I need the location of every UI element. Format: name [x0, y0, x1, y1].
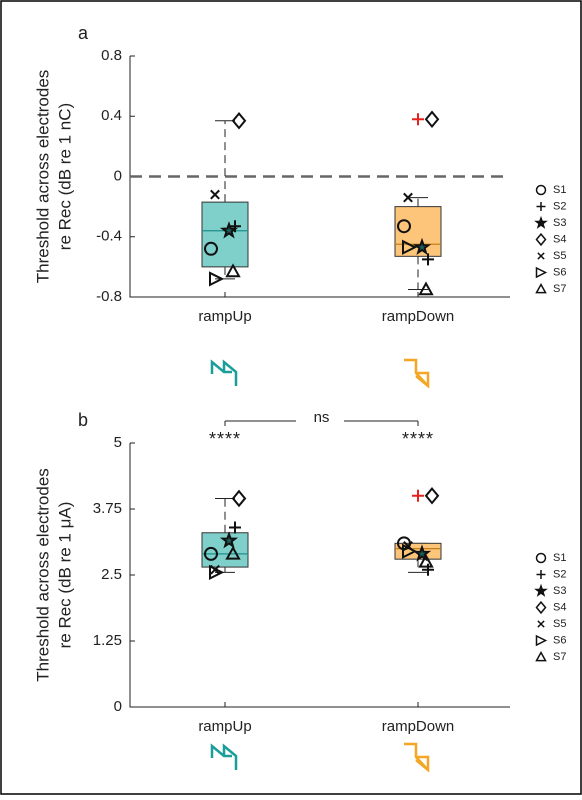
legend-marker [535, 282, 547, 294]
significance-stars: **** [209, 429, 241, 449]
legend-marker [535, 634, 548, 647]
legend-label: S5 [553, 250, 566, 262]
axes [129, 443, 510, 708]
y-tick-label: 1.25 [93, 632, 122, 649]
ramp-up-icon [210, 359, 238, 386]
legend-marker [537, 252, 545, 260]
subject-marker [424, 487, 440, 505]
ramp-icons [210, 358, 430, 773]
subject-marker [231, 112, 247, 130]
y-axis-label: Threshold across electrodes [33, 70, 52, 284]
significance-label: ns [314, 409, 330, 426]
legend-marker [537, 620, 545, 628]
legend-label: S4 [553, 601, 566, 613]
x-tick-label: rampUp [198, 718, 251, 735]
y-tick-label: 0.8 [101, 47, 122, 64]
legend-label: S3 [553, 217, 566, 229]
legend-label: S5 [553, 618, 566, 630]
legend-label: S6 [553, 634, 566, 646]
subject-marker [219, 531, 239, 549]
y-axis-label: re Rec (dB re 1 nC) [55, 103, 74, 250]
legend-label: S2 [553, 200, 566, 212]
subject-marker [412, 544, 432, 562]
subject-marker [225, 263, 241, 278]
legend-marker [535, 184, 547, 196]
y-tick-label: -0.8 [96, 288, 122, 305]
legend-label: S3 [553, 585, 566, 597]
subject-marker [229, 220, 241, 233]
subject-marker [418, 281, 434, 296]
legend-label: S1 [553, 552, 566, 564]
y-axis-label: Threshold across electrodes [33, 468, 52, 682]
x-tick-label: rampDown [382, 718, 455, 735]
subject-marker [209, 564, 225, 580]
subject-marker [402, 543, 418, 559]
subject-marker [204, 241, 219, 256]
y-tick-label: 3.75 [93, 500, 122, 517]
legend-marker [535, 266, 548, 279]
y-tick-label: 0.4 [101, 107, 122, 124]
subject-marker [412, 237, 432, 255]
legend-marker [535, 232, 547, 247]
subject-marker [418, 553, 434, 568]
y-tick-label: 2.5 [101, 566, 122, 583]
subject-marker [204, 546, 219, 561]
legend-marker [534, 215, 548, 229]
outlier [412, 489, 424, 502]
ramp-up-icon [210, 743, 238, 770]
legend-label: S2 [553, 568, 566, 580]
subject-marker [231, 489, 247, 508]
subject-marker [229, 521, 241, 534]
legend-marker [535, 600, 547, 615]
x-tick-label: rampDown [382, 308, 455, 325]
legend-marker [536, 202, 546, 211]
subject-marker [403, 192, 413, 203]
y-tick-label: 0 [114, 698, 122, 715]
subject-marker [225, 545, 241, 560]
legend-label: S7 [553, 651, 566, 663]
y-tick-label: 5 [114, 434, 122, 451]
legend-label: S4 [553, 233, 566, 245]
x-tick-label: rampUp [198, 308, 251, 325]
panel-label: b [78, 410, 88, 430]
subject-marker [402, 239, 418, 255]
y-tick-label: 0 [114, 167, 122, 184]
outlier [412, 113, 424, 126]
ramp-down-icon [404, 742, 430, 773]
legend-label: S7 [553, 283, 566, 295]
subject-marker [422, 253, 434, 266]
subject-marker [210, 189, 220, 200]
subject-marker [209, 271, 225, 287]
legend-label: S6 [553, 266, 566, 278]
subject-marker [219, 221, 239, 239]
subject-marker [397, 219, 412, 234]
panel-label: a [78, 23, 89, 43]
ramp-down-icon [404, 358, 430, 389]
legend-marker [534, 583, 548, 597]
legend-marker [536, 570, 546, 579]
legend-marker [535, 552, 547, 564]
significance-stars: **** [402, 429, 434, 449]
subject-marker [424, 110, 440, 129]
legend-marker [535, 650, 547, 662]
legend-label: S1 [553, 184, 566, 196]
y-tick-label: -0.4 [96, 228, 122, 245]
y-axis-label: re Rec (dB re 1 μA) [55, 502, 74, 649]
